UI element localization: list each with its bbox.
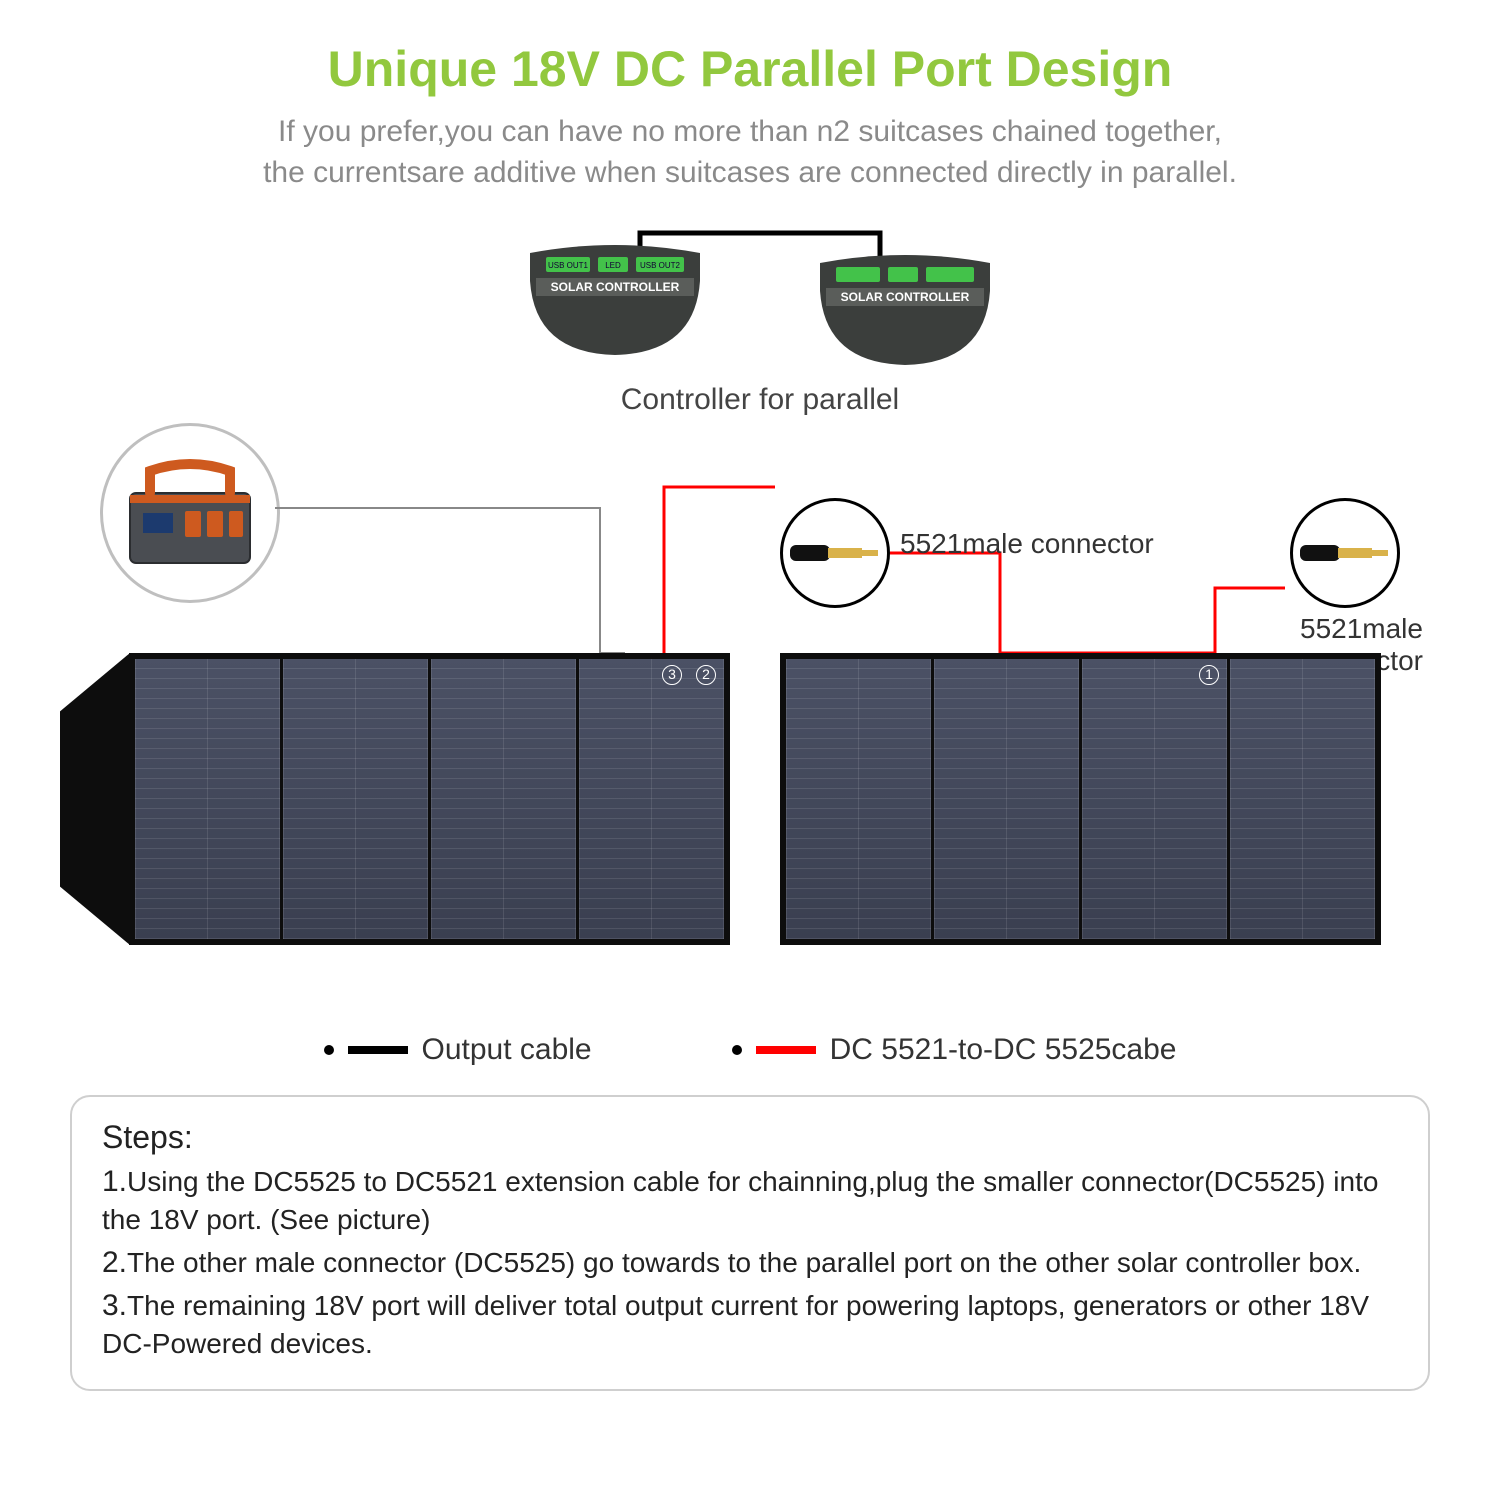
dc-plug-icon <box>790 533 880 573</box>
legend-output: Output cable <box>324 1033 592 1067</box>
page-title: Unique 18V DC Parallel Port Design <box>0 0 1500 98</box>
solar-panel-right: 1 <box>780 653 1381 945</box>
subtitle: If you prefer,you can have no more than … <box>0 112 1500 193</box>
step-1: 1.Using the DC5525 to DC5521 extension c… <box>102 1162 1398 1239</box>
controller-right: SOLAR CONTROLLER <box>810 253 1000 368</box>
connector-left-circle <box>780 498 890 608</box>
legend-dc-label: DC 5521-to-DC 5525cabe <box>830 1033 1177 1067</box>
connector-right-circle <box>1290 498 1400 608</box>
subtitle-line-2: the currentsare additive when suitcases … <box>263 156 1237 189</box>
svg-text:LED: LED <box>605 261 621 270</box>
generator-circle <box>100 423 280 603</box>
port-badge-2: 2 <box>696 665 716 685</box>
controller-label: Controller for parallel <box>560 383 960 417</box>
panel-cell <box>431 659 576 939</box>
panel-cell <box>786 659 931 939</box>
svg-text:USB OUT2: USB OUT2 <box>640 261 681 270</box>
step-2: 2.The other male connector (DC5525) go t… <box>102 1243 1398 1283</box>
panel-flap <box>60 653 130 945</box>
bullet-icon <box>732 1045 742 1055</box>
port-badge-3: 3 <box>662 665 682 685</box>
solar-panel-left: 3 2 <box>60 653 730 945</box>
output-cable-wire <box>270 503 640 673</box>
controller-left: SOLAR CONTROLLER USB OUT1 LED USB OUT2 <box>520 243 710 358</box>
legend-swatch-black <box>348 1046 408 1054</box>
panel-cell: 1 <box>1082 659 1227 939</box>
legend-swatch-red <box>756 1046 816 1054</box>
panel-cell <box>135 659 280 939</box>
connector-left-label: 5521male connector <box>900 528 1154 560</box>
port-badge-1: 1 <box>1199 665 1219 685</box>
diagram-area: SOLAR CONTROLLER USB OUT1 LED USB OUT2 S… <box>0 223 1500 1023</box>
legend-dc: DC 5521-to-DC 5525cabe <box>732 1033 1177 1067</box>
svg-text:SOLAR CONTROLLER: SOLAR CONTROLLER <box>551 280 680 294</box>
panel-cell <box>934 659 1079 939</box>
generator-icon <box>115 453 265 573</box>
legend-output-label: Output cable <box>422 1033 592 1067</box>
legend: Output cable DC 5521-to-DC 5525cabe <box>0 1033 1500 1067</box>
subtitle-line-1: If you prefer,you can have no more than … <box>278 115 1222 148</box>
svg-text:SOLAR CONTROLLER: SOLAR CONTROLLER <box>841 290 970 304</box>
svg-text:USB OUT1: USB OUT1 <box>548 261 589 270</box>
panel-cell: 3 2 <box>579 659 724 939</box>
panel-cell <box>1230 659 1375 939</box>
steps-box: Steps: 1.Using the DC5525 to DC5521 exte… <box>70 1095 1430 1391</box>
dc-plug-icon <box>1300 533 1390 573</box>
steps-title: Steps: <box>102 1119 1398 1156</box>
step-3: 3.The remaining 18V port will deliver to… <box>102 1286 1398 1363</box>
bullet-icon <box>324 1045 334 1055</box>
panel-cell <box>283 659 428 939</box>
